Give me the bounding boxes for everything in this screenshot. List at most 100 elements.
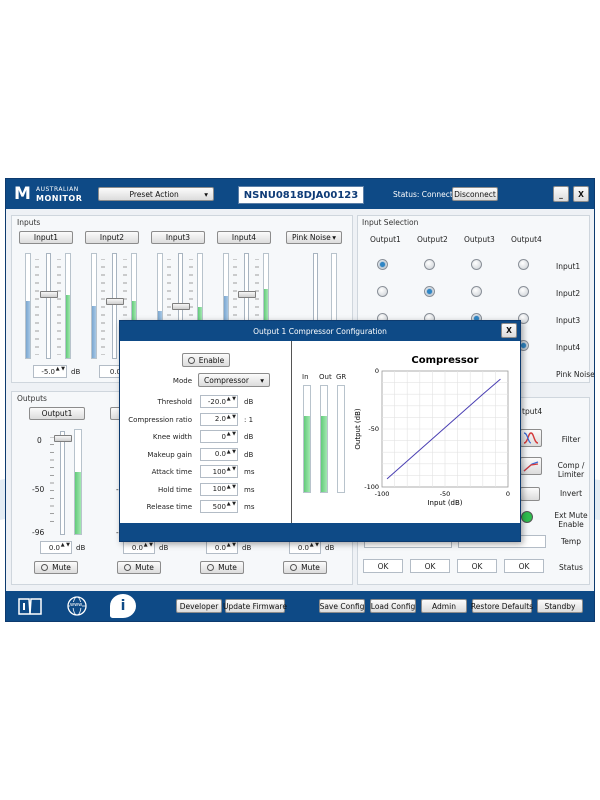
spin-arrows-icon[interactable]: ▲ ▼ (226, 396, 236, 402)
mode-dropdown[interactable]: Compressor ▾ (198, 373, 270, 387)
admin-button[interactable]: Admin (421, 599, 467, 613)
y-tick-label: -50 (368, 425, 379, 433)
logo-text-top: AUSTRALIAN (36, 186, 79, 193)
matrix-row-label: Input1 (556, 262, 581, 271)
compressor-curve-icon[interactable] (520, 457, 542, 475)
routing-radio[interactable] (377, 286, 388, 297)
spin-arrows-icon[interactable]: ▲ ▼ (226, 431, 236, 437)
compressor-field-input[interactable]: 500 ▲ ▼ (200, 500, 238, 513)
output-status-value: OK (504, 559, 544, 573)
matrix-column-header: Output4 (511, 235, 542, 244)
spin-arrows-icon[interactable]: ▲ ▼ (309, 542, 319, 548)
compressor-field-input[interactable]: 0.0 ▲ ▼ (200, 447, 238, 461)
spin-arrows-icon[interactable]: ▲ ▼ (60, 542, 70, 548)
output-status-value: OK (457, 559, 497, 573)
mute-button[interactable]: Mute (117, 561, 161, 574)
input-selection-title: Input Selection (362, 218, 419, 227)
mode-value: Compressor (204, 375, 249, 385)
mute-button[interactable]: Mute (200, 561, 244, 574)
matrix-row-label: Input4 (556, 343, 581, 352)
x-tick-label: -50 (440, 490, 451, 498)
compressor-field-input[interactable]: 100 ▲ ▼ (200, 482, 238, 496)
input-channel-button[interactable]: Input3 (151, 231, 205, 244)
spin-arrows-icon[interactable]: ▲ ▼ (226, 466, 236, 472)
input-channel-button[interactable]: Input2 (85, 231, 139, 244)
preset-action-label: Preset Action (129, 189, 179, 199)
minimize-button[interactable]: _ (553, 186, 569, 202)
routing-radio[interactable] (471, 259, 482, 270)
chart-title: Compressor (411, 355, 478, 366)
compressor-field-input[interactable]: 100 ▲ ▼ (200, 465, 238, 478)
spin-arrows-icon[interactable]: ▲ ▼ (226, 483, 236, 490)
preset-action-dropdown[interactable]: Preset Action ▾ (98, 187, 214, 201)
save-config-button[interactable]: Save Config (319, 599, 365, 613)
mute-button[interactable]: Mute (283, 561, 327, 574)
input-fader-handle[interactable] (106, 298, 124, 305)
enable-toggle-button[interactable]: Enable (182, 353, 230, 367)
mode-label: Mode (172, 377, 192, 385)
routing-radio[interactable] (424, 286, 435, 297)
compressor-field-input[interactable]: 2.0 ▲ ▼ (200, 412, 238, 426)
routing-radio[interactable] (518, 259, 529, 270)
compressor-field-unit: dB (244, 450, 254, 459)
compressor-field-value: 0.0 (214, 450, 226, 458)
restore-defaults-button[interactable]: Restore Defaults (471, 599, 533, 613)
routing-radio[interactable] (471, 286, 482, 297)
developer-button[interactable]: Developer (176, 599, 222, 613)
spin-arrows-icon[interactable]: ▲ ▼ (143, 542, 153, 548)
input-fader-track[interactable] (46, 253, 51, 359)
output-fader-track[interactable] (60, 431, 65, 535)
routing-radio[interactable] (377, 259, 388, 270)
spin-arrows-icon[interactable]: ▲ ▼ (226, 448, 236, 455)
spin-arrows-icon[interactable]: ▲ ▼ (226, 542, 236, 548)
mute-button[interactable]: Mute (34, 561, 78, 574)
output-gain-field[interactable]: 0.0 ▲ ▼ (40, 541, 72, 554)
y-axis-label: Output (dB) (354, 408, 362, 450)
close-button[interactable]: X (573, 186, 589, 202)
input-gain-field[interactable]: -5.0 ▲ ▼ (33, 365, 67, 378)
routing-radio[interactable] (518, 313, 529, 324)
output-gain-value: 0.0 (214, 543, 226, 552)
routing-radio[interactable] (424, 259, 435, 270)
output-scale-label: -50 (32, 485, 45, 494)
pink-noise-dropdown[interactable]: Pink Noise ▾ (286, 231, 342, 244)
output-status-value: OK (363, 559, 403, 573)
output-status-value: OK (410, 559, 450, 573)
output-gain-field[interactable]: 0.0 ▲ ▼ (289, 541, 321, 554)
invert-toggle-partial[interactable] (520, 487, 540, 501)
output-fader-handle[interactable] (54, 435, 72, 442)
standby-button[interactable]: Standby (537, 599, 583, 613)
input-fader-track[interactable] (112, 253, 117, 359)
input-gain-value: 0.0 (109, 367, 121, 376)
output-gain-field[interactable]: 0.0 ▲ ▼ (206, 541, 238, 554)
input-level-meter (25, 253, 31, 359)
spin-arrows-icon[interactable]: ▲ ▼ (226, 413, 236, 420)
output-gain-value: 0.0 (131, 543, 143, 552)
input-fader-handle[interactable] (238, 291, 256, 298)
routing-radio[interactable] (518, 286, 529, 297)
update-firmware-button[interactable]: Update Firmware (223, 599, 287, 613)
ext-mute-led-icon[interactable] (521, 511, 533, 523)
filter-curve-icon[interactable] (520, 429, 542, 447)
input-fader-handle[interactable] (172, 303, 190, 310)
input-fader-handle[interactable] (40, 291, 58, 298)
output-channel-button[interactable]: Output1 (29, 407, 85, 420)
disconnect-button[interactable]: Disconnect (452, 187, 498, 201)
manual-book-icon[interactable] (18, 596, 42, 616)
spin-arrows-icon[interactable]: ▲ ▼ (226, 501, 236, 507)
output-level-meter (74, 429, 82, 535)
x-tick-label: 0 (506, 490, 510, 498)
output-gain-unit: dB (242, 544, 252, 552)
compressor-field-value: 2.0 (214, 415, 226, 423)
spin-arrows-icon[interactable]: ▲ ▼ (55, 366, 65, 372)
input-channel-button[interactable]: Input4 (217, 231, 271, 244)
compressor-field-label: Knee width (152, 433, 192, 441)
output-gain-field[interactable]: 0.0 ▲ ▼ (123, 541, 155, 554)
compressor-field-input[interactable]: 0 ▲ ▼ (200, 430, 238, 443)
load-config-button[interactable]: Load Config (370, 599, 416, 613)
info-icon[interactable]: i (110, 594, 136, 618)
input-channel-button[interactable]: Input1 (19, 231, 73, 244)
compressor-field-input[interactable]: -20.0 ▲ ▼ (200, 395, 238, 408)
output-setting-label: Comp / Limiter (557, 461, 585, 479)
dialog-close-button[interactable]: X (501, 323, 517, 338)
